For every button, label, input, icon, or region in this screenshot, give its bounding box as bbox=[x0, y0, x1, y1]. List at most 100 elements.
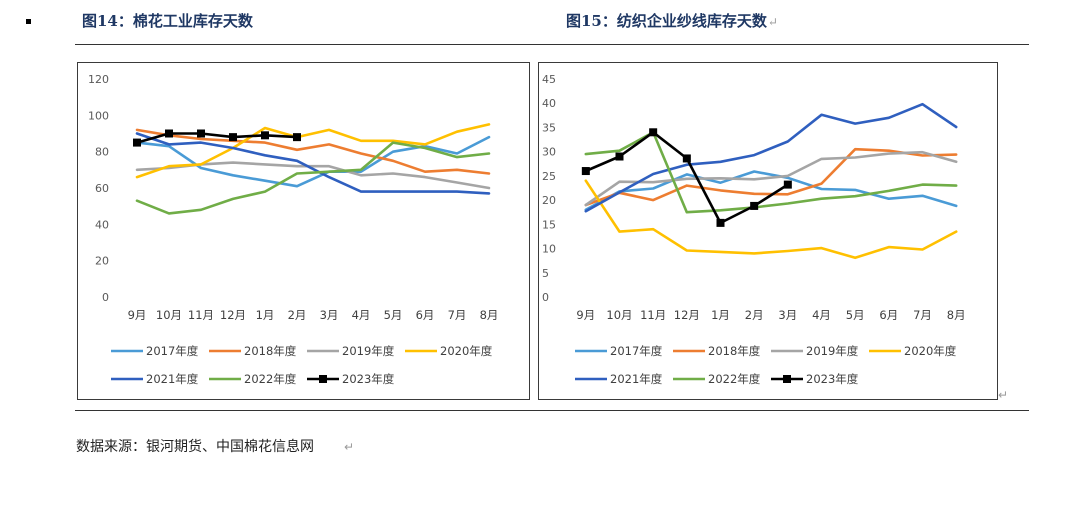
x-tick-label: 11月 bbox=[188, 308, 214, 322]
left-figure-title-text: 图14：棉花工业库存天数 bbox=[82, 12, 253, 30]
data-point-marker bbox=[615, 152, 624, 161]
series-2021年度 bbox=[135, 132, 491, 195]
legend-item: 2019年度 bbox=[771, 344, 859, 358]
y-tick-label: 60 bbox=[95, 182, 109, 195]
legend-item: 2023年度 bbox=[771, 372, 859, 386]
legend-label: 2023年度 bbox=[806, 372, 859, 386]
legend-item: 2022年度 bbox=[673, 372, 761, 386]
series-line bbox=[135, 161, 491, 190]
legend-label: 2019年度 bbox=[806, 344, 859, 358]
y-tick-label: 40 bbox=[95, 218, 109, 231]
x-tick-label: 9月 bbox=[576, 308, 595, 322]
y-tick-label: 30 bbox=[542, 146, 556, 159]
x-tick-label: 1月 bbox=[711, 308, 730, 322]
series-2017年度 bbox=[584, 170, 958, 212]
series-2020年度 bbox=[135, 123, 491, 179]
x-tick-label: 8月 bbox=[947, 308, 966, 322]
legend-marker bbox=[783, 375, 791, 383]
data-point-marker bbox=[682, 154, 691, 163]
data-source-text: 数据来源：银河期货、中国棉花信息网 bbox=[76, 439, 314, 455]
left-chart-svg: 0 20 40 60 80 100 120 9月 10月 11月 12月 1月 2月 3月 4月 5月 6月 7月… bbox=[88, 73, 498, 386]
series-2018年度 bbox=[135, 128, 491, 175]
legend-item: 2019年度 bbox=[307, 344, 395, 358]
y-tick-label: 100 bbox=[88, 109, 109, 122]
legend-item: 2023年度 bbox=[307, 372, 395, 386]
legend-item: 2018年度 bbox=[673, 344, 761, 358]
series-line bbox=[135, 141, 491, 215]
legend-label: 2020年度 bbox=[440, 344, 493, 358]
x-tick-label: 6月 bbox=[416, 308, 435, 322]
x-tick-label: 4月 bbox=[352, 308, 371, 322]
left-figure-title: 图14：棉花工业库存天数 bbox=[82, 10, 253, 31]
y-tick-label: 0 bbox=[102, 291, 109, 304]
corner-paragraph-mark: ↵ bbox=[998, 388, 1009, 402]
y-tick-label: 80 bbox=[95, 146, 109, 159]
legend-item: 2021年度 bbox=[575, 372, 663, 386]
x-tick-label: 2月 bbox=[288, 308, 307, 322]
legend-label: 2020年度 bbox=[904, 344, 957, 358]
x-tick-label: 11月 bbox=[640, 308, 666, 322]
series-2020年度 bbox=[584, 179, 958, 260]
series-line bbox=[584, 170, 958, 212]
y-tick-label: 35 bbox=[542, 121, 556, 134]
x-tick-label: 5月 bbox=[384, 308, 403, 322]
x-tick-label: 1月 bbox=[256, 308, 275, 322]
y-tick-label: 120 bbox=[88, 73, 109, 86]
series-line bbox=[584, 150, 958, 207]
right-chart-frame: 0 5 10 15 20 25 30 35 40 45 9月 10月 11月 12月 1月 2月 3月 4月 5月 6… bbox=[538, 62, 998, 400]
x-tick-label: 7月 bbox=[913, 308, 932, 322]
series-2019年度 bbox=[135, 161, 491, 190]
right-figure-title-text: 图15：纺织企业纱线库存天数 bbox=[566, 12, 767, 30]
data-point-marker bbox=[750, 201, 759, 210]
legend-label: 2019年度 bbox=[342, 344, 395, 358]
data-point-marker bbox=[261, 131, 269, 140]
x-tick-label: 7月 bbox=[448, 308, 467, 322]
legend-item: 2018年度 bbox=[209, 344, 297, 358]
right-figure-title: 图15：纺织企业纱线库存天数↵ bbox=[566, 10, 778, 31]
data-point-marker bbox=[133, 138, 141, 147]
list-bullet bbox=[26, 19, 31, 24]
x-tick-label: 4月 bbox=[812, 308, 831, 322]
x-tick-label: 9月 bbox=[128, 308, 147, 322]
legend-item: 2017年度 bbox=[111, 344, 199, 358]
data-point-marker bbox=[649, 128, 658, 137]
series-2019年度 bbox=[584, 150, 958, 207]
legend-item: 2021年度 bbox=[111, 372, 199, 386]
data-point-marker bbox=[716, 218, 725, 227]
data-point-marker bbox=[229, 133, 237, 142]
series-line bbox=[135, 132, 491, 195]
legend-label: 2022年度 bbox=[244, 372, 297, 386]
x-tick-label: 3月 bbox=[778, 308, 797, 322]
legend-item: 2020年度 bbox=[869, 344, 957, 358]
y-tick-label: 40 bbox=[542, 97, 556, 110]
series-line bbox=[135, 132, 299, 144]
series-2023年度 bbox=[133, 129, 301, 147]
series-2022年度 bbox=[135, 141, 491, 215]
y-tick-label: 25 bbox=[542, 170, 556, 183]
y-tick-label: 15 bbox=[542, 218, 556, 231]
series-line bbox=[584, 131, 958, 214]
top-rule bbox=[75, 44, 1029, 45]
legend-item: 2020年度 bbox=[405, 344, 493, 358]
legend-label: 2021年度 bbox=[146, 372, 199, 386]
x-tick-label: 3月 bbox=[320, 308, 339, 322]
legend-label: 2021年度 bbox=[610, 372, 663, 386]
series-line bbox=[135, 128, 491, 175]
data-point-marker bbox=[293, 133, 301, 142]
series-line bbox=[584, 102, 958, 213]
data-point-marker bbox=[165, 129, 173, 138]
series-2021年度 bbox=[584, 102, 958, 213]
source-paragraph-mark: ↵ bbox=[344, 440, 355, 454]
bottom-rule bbox=[75, 410, 1029, 411]
y-tick-label: 0 bbox=[542, 291, 549, 304]
series-2022年度 bbox=[584, 131, 958, 214]
data-point-marker bbox=[197, 129, 205, 138]
legend-label: 2022年度 bbox=[708, 372, 761, 386]
legend-label: 2018年度 bbox=[244, 344, 297, 358]
data-point-marker bbox=[581, 167, 590, 176]
series-line bbox=[584, 179, 958, 260]
x-tick-label: 10月 bbox=[156, 308, 182, 322]
y-tick-label: 45 bbox=[542, 73, 556, 86]
legend-label: 2023年度 bbox=[342, 372, 395, 386]
y-tick-label: 20 bbox=[95, 255, 109, 268]
